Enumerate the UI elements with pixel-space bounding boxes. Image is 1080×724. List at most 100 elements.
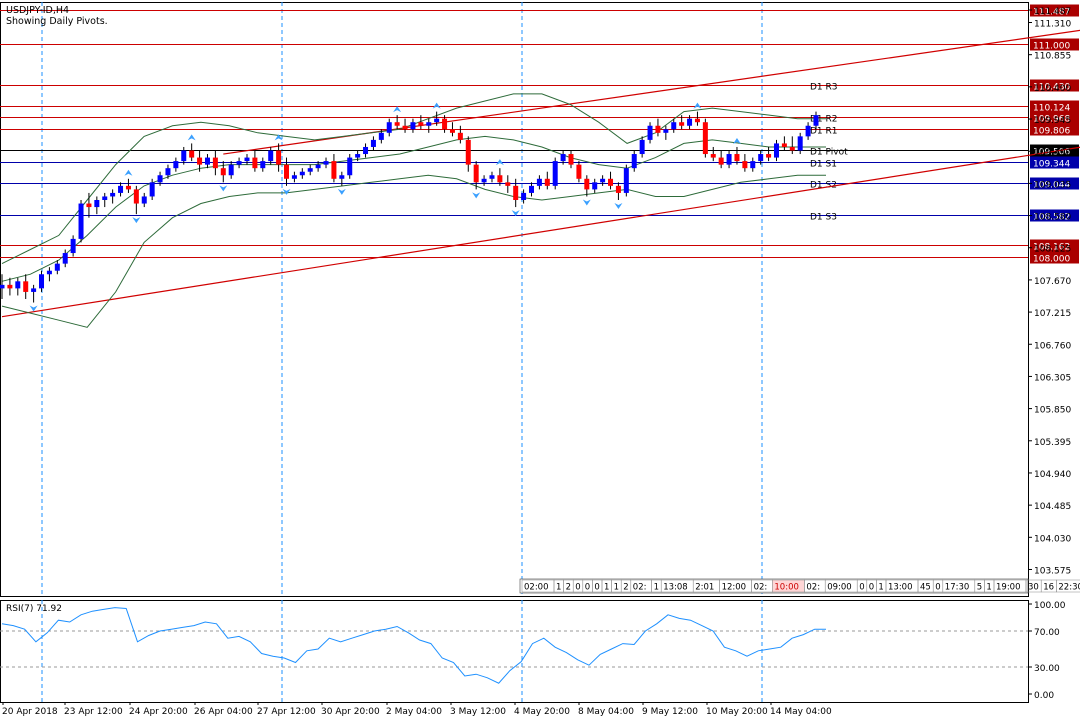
candle-body xyxy=(592,182,598,190)
level-price-tag-text: 110.430 xyxy=(1033,83,1070,93)
candle-body xyxy=(125,185,131,190)
candle-body xyxy=(307,168,313,172)
candle-body xyxy=(608,178,614,186)
level-price-tag-text: 109.044 xyxy=(1033,181,1070,191)
candle-body xyxy=(394,122,400,126)
time-strip-text: 0 xyxy=(594,583,599,593)
time-strip: 02:00 1 2 0 0 0 1 1 2 02: 1 13:08 2:01 12:00 02: 10:00 0… xyxy=(519,578,1080,594)
candle-body xyxy=(687,118,693,126)
fractal-down-arrow xyxy=(472,192,481,199)
price-tick-label: 108.125 xyxy=(1034,245,1071,255)
price-tick-label: 105.850 xyxy=(1034,406,1071,416)
candle-body xyxy=(157,175,163,183)
time-axis: 20 Apr 2018 23 Apr 12:00 24 Apr 20:00 26 Ap… xyxy=(2,702,832,717)
candle-body xyxy=(276,150,282,165)
level-label: D1 S2 xyxy=(810,181,837,191)
time-tick-label: 30 Apr 20:00 xyxy=(321,707,380,717)
level-price-tag-text: 111.487 xyxy=(1033,8,1070,18)
candle-body xyxy=(623,168,629,193)
candle-body xyxy=(655,125,661,133)
time-strip-text: 1 xyxy=(986,583,991,593)
candle-body xyxy=(718,157,724,165)
candle-body xyxy=(528,185,534,193)
candle-body xyxy=(639,139,645,155)
candle-body xyxy=(141,196,147,204)
fractal-up-arrow xyxy=(124,169,133,176)
price-tick-label: 111.310 xyxy=(1034,20,1071,30)
candle-body xyxy=(750,161,756,169)
price-tick-label: 107.215 xyxy=(1034,309,1071,319)
candle-body xyxy=(0,284,5,289)
time-tick-label: 2 May 04:00 xyxy=(386,707,442,717)
candle-body xyxy=(323,161,329,165)
time-tick-label: 4 May 20:00 xyxy=(514,707,570,717)
candle-body xyxy=(726,154,732,165)
candle-body xyxy=(797,136,803,151)
rsi-tick-label: 70.00 xyxy=(1034,628,1060,638)
candle-body xyxy=(410,122,416,130)
candle-body xyxy=(457,132,463,140)
candle-body xyxy=(173,161,179,169)
candle-body xyxy=(647,125,653,140)
level-price-tag xyxy=(1030,4,1079,17)
candle-body xyxy=(228,164,234,176)
price-tick-label: 106.305 xyxy=(1034,373,1071,383)
candle-body xyxy=(110,192,116,197)
candle-body xyxy=(299,171,305,176)
price-tick-label: 109.490 xyxy=(1034,148,1071,158)
fractal-up-arrow xyxy=(732,137,741,144)
time-strip-text: 45 xyxy=(920,583,931,593)
fractal-down-arrow xyxy=(219,185,228,192)
candle-body xyxy=(355,154,361,158)
fractal-down-arrow xyxy=(29,305,38,312)
candle-body xyxy=(284,164,290,179)
time-strip-text: 2 xyxy=(566,583,571,593)
candle-body xyxy=(544,178,550,186)
candle-body xyxy=(781,143,787,147)
price-tick-label: 109.945 xyxy=(1034,116,1071,126)
level-price-tag-text: 111.000 xyxy=(1033,42,1070,52)
candle-body xyxy=(39,274,45,289)
time-strip-text: 2 xyxy=(623,583,628,593)
fractal-down-arrow xyxy=(582,199,591,206)
grid xyxy=(0,2,1029,703)
time-strip-text: 12:00 xyxy=(722,583,747,593)
time-strip-text: 09:00 xyxy=(827,583,852,593)
candle-body xyxy=(758,154,764,162)
rsi-title: RSI(7) 71.92 xyxy=(6,604,62,614)
trendlines xyxy=(1,29,1080,318)
price-tick-label: 110.855 xyxy=(1034,52,1071,62)
candle-body xyxy=(197,157,203,165)
candle-body xyxy=(536,178,542,186)
candle-body xyxy=(789,146,795,151)
price-tick-label: 104.940 xyxy=(1034,470,1071,480)
fractal-down-arrow xyxy=(282,188,291,195)
time-strip-text: 0 xyxy=(575,583,580,593)
level-price-tag xyxy=(1030,111,1079,124)
level-price-tag xyxy=(1030,239,1079,252)
candle-body xyxy=(347,157,353,176)
candle-body xyxy=(212,157,218,169)
fractal-down-arrow xyxy=(132,217,141,224)
rsi-panel: RSI(7) 71.92 100.00 70.00 30.00 0.00 xyxy=(0,601,1066,701)
level-price-tag-text: 108.162 xyxy=(1033,243,1070,253)
candle-body xyxy=(339,175,345,179)
candle-body xyxy=(386,122,392,133)
band-upper xyxy=(1,93,826,265)
candle-body xyxy=(600,178,606,183)
time-strip-text: 13:00 xyxy=(888,583,913,593)
candle-body xyxy=(23,281,29,292)
time-strip-text: 1 xyxy=(556,583,561,593)
time-tick-label: 24 Apr 20:00 xyxy=(129,707,188,717)
candle-body xyxy=(260,161,266,169)
time-strip-text: 1 xyxy=(604,583,609,593)
rsi-tick-label: 0.00 xyxy=(1034,691,1054,701)
price-tick-label: 104.030 xyxy=(1034,534,1071,544)
time-tick-label: 8 May 04:00 xyxy=(578,707,634,717)
time-strip-text: 13:08 xyxy=(663,583,688,593)
candle-body xyxy=(805,125,811,137)
fractal-down-arrow xyxy=(614,203,623,209)
candle-body xyxy=(552,161,558,186)
